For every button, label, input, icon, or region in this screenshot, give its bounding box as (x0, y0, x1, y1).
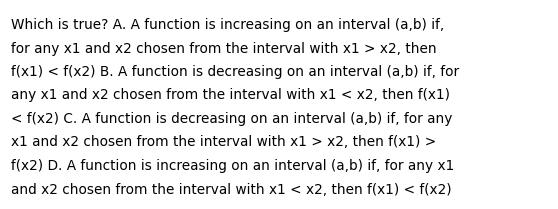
Text: x1 and x2 chosen from the interval with x1 > x2, then f(x1) >: x1 and x2 chosen from the interval with … (11, 135, 436, 149)
Text: any x1 and x2 chosen from the interval with x1 < x2, then f(x1): any x1 and x2 chosen from the interval w… (11, 88, 450, 102)
Text: Which is true? A. A function is increasing on an interval (a,b) if,: Which is true? A. A function is increasi… (11, 18, 444, 32)
Text: and x2 chosen from the interval with x1 < x2, then f(x1) < f(x2): and x2 chosen from the interval with x1 … (11, 182, 451, 196)
Text: < f(x2) C. A function is decreasing on an interval (a,b) if, for any: < f(x2) C. A function is decreasing on a… (11, 112, 453, 126)
Text: f(x2) D. A function is increasing on an interval (a,b) if, for any x1: f(x2) D. A function is increasing on an … (11, 159, 454, 173)
Text: f(x1) < f(x2) B. A function is decreasing on an interval (a,b) if, for: f(x1) < f(x2) B. A function is decreasin… (11, 65, 459, 79)
Text: for any x1 and x2 chosen from the interval with x1 > x2, then: for any x1 and x2 chosen from the interv… (11, 42, 436, 56)
